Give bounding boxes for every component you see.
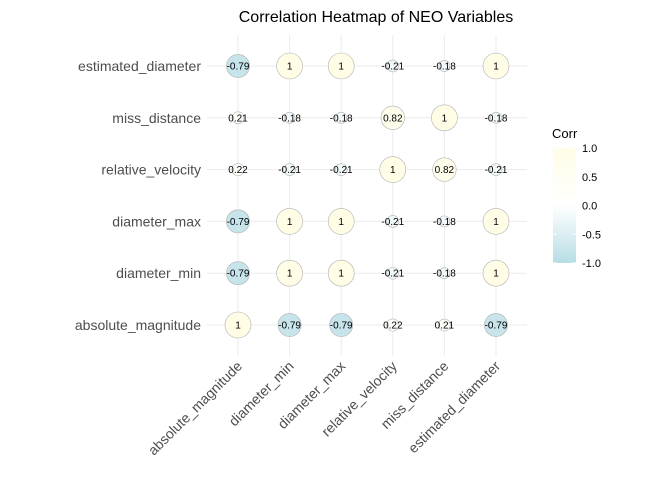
- heatmap-cell-circle: [484, 313, 508, 337]
- heatmap-cell-circle: [432, 157, 457, 182]
- heatmap-cell-circle: [283, 111, 296, 124]
- y-axis-label: absolute_magnitude: [75, 317, 201, 333]
- legend-color-bar: [553, 148, 576, 263]
- heatmap-cell-circle: [276, 259, 303, 287]
- heatmap-cell-value: -0.18: [433, 62, 456, 73]
- heatmap-cell-circle: [277, 313, 302, 337]
- heatmap-cell-value: 0.82: [383, 113, 403, 124]
- legend-ticks: 1.0 0.5 0.0 -0.5 -1.0: [553, 143, 601, 270]
- heatmap-cell-value: -0.18: [330, 113, 353, 124]
- heatmap-cell-circle: [438, 60, 451, 72]
- legend-title: Corr: [552, 126, 578, 141]
- heatmap-cell-circle: [482, 259, 510, 287]
- heatmap-cell-value: 1: [338, 62, 344, 73]
- heatmap-cell-value: 0.82: [435, 165, 455, 176]
- heatmap-cell-value: -0.79: [485, 321, 508, 332]
- heatmap-cell-circle: [226, 209, 250, 234]
- y-axis-label: diameter_max: [112, 213, 201, 229]
- x-axis-label: estimated_diameter: [405, 358, 503, 456]
- heatmap-cell-circle: [334, 163, 348, 176]
- heatmap-cell-circle: [329, 313, 354, 337]
- heatmap-cell-value: -0.18: [485, 113, 508, 124]
- heatmap-cell-circle: [386, 266, 400, 280]
- heatmap-cell-circle: [231, 111, 245, 125]
- heatmap-cell-value: 1: [493, 62, 499, 73]
- heatmap-cell-value: 1: [287, 217, 293, 228]
- y-axis-label: miss_distance: [112, 110, 201, 126]
- heatmap-cell-value: -0.79: [227, 217, 250, 228]
- heatmap-cell-circle: [438, 215, 451, 228]
- heatmap-cell-value: 0.21: [435, 321, 455, 332]
- heatmap-cell-circle: [276, 52, 303, 80]
- legend-tick-label: 1.0: [582, 143, 597, 155]
- y-axis-label: estimated_diameter: [78, 58, 201, 74]
- heatmap-cell-circle: [438, 318, 451, 332]
- heatmap-cell-value: -0.21: [381, 217, 404, 228]
- heatmap-cell-circle: [379, 156, 407, 183]
- heatmap-cell-value: 1: [287, 269, 293, 280]
- heatmap-cell-value: 0.22: [383, 321, 403, 332]
- heatmap-cell-value: -0.21: [330, 165, 353, 176]
- heatmap-cell-circle: [386, 59, 400, 73]
- heatmap-cell-value: 1: [390, 165, 396, 176]
- y-axis-labels: estimated_diameter miss_distance relative_…: [75, 58, 201, 333]
- grid-lines: [207, 34, 527, 357]
- heatmap-cell-circle: [386, 215, 400, 228]
- heatmap-cell-value: 1: [287, 62, 293, 73]
- heatmap-cell-value: -0.21: [485, 165, 508, 176]
- heatmap-cell-value: -0.21: [278, 165, 301, 176]
- heatmap-cell-value: -0.21: [381, 269, 404, 280]
- legend: Corr 1.0 0.5 0.0 -0.5 -1.0: [552, 126, 601, 270]
- heatmap-cell-circle: [327, 208, 355, 235]
- heatmap-cell-value: -0.18: [278, 113, 301, 124]
- heatmap-cell-value: -0.79: [278, 321, 301, 332]
- heatmap-cell-circle: [335, 111, 348, 124]
- heatmap-cell-circle: [482, 52, 510, 80]
- heatmap-cell-circle: [283, 163, 296, 176]
- heatmap-cell-value: 1: [493, 217, 499, 228]
- heatmap-cell-value: -0.79: [227, 269, 250, 280]
- heatmap-cell-circle: [431, 104, 458, 132]
- legend-tick-label: -1.0: [582, 258, 601, 270]
- y-axis-label: relative_velocity: [101, 162, 201, 178]
- heatmap-cell-circle: [327, 52, 355, 80]
- y-axis-label: diameter_min: [116, 265, 201, 281]
- heatmap-cell-value: -0.79: [227, 62, 250, 73]
- heatmap-cell-value: -0.21: [381, 62, 404, 73]
- heatmap-cell-circle: [490, 111, 502, 124]
- heatmap-cell-circle: [276, 208, 303, 235]
- heatmap-cell-circle: [226, 261, 250, 286]
- heatmap-cell-value: -0.79: [330, 321, 353, 332]
- heatmap-cell-circle: [386, 318, 400, 332]
- x-axis-labels: absolute_magnitudediameter_mindiameter_m…: [145, 358, 504, 459]
- heatmap-cell-value: 1: [338, 217, 344, 228]
- heatmap-cell-value: 1: [235, 321, 241, 332]
- heatmap-cell-circle: [482, 208, 510, 235]
- heatmap-cell-circle: [224, 311, 252, 339]
- legend-tick-label: -0.5: [582, 229, 601, 241]
- chart-title: Correlation Heatmap of NEO Variables: [239, 9, 514, 26]
- heatmap-cell-value: 0.22: [228, 165, 248, 176]
- heatmap-cell-circle: [231, 163, 245, 176]
- heatmap-cell-circle: [226, 54, 250, 78]
- heatmap-cell-circle: [489, 163, 503, 176]
- heatmap-cells: -0.79 1 1 -0.21 -0.18 1 0.21 -0.18 -0.18 0.82 1 -0.…: [224, 52, 510, 339]
- heatmap-cell-value: 0.21: [228, 113, 248, 124]
- legend-tick-label: 0.0: [582, 201, 597, 213]
- heatmap-cell-value: 1: [442, 113, 448, 124]
- heatmap-cell-value: 1: [493, 269, 499, 280]
- heatmap-cell-value: -0.18: [433, 269, 456, 280]
- heatmap-cell-value: -0.18: [433, 217, 456, 228]
- heatmap-cell-circle: [380, 105, 405, 130]
- heatmap-cell-value: 1: [338, 269, 344, 280]
- legend-tick-label: 0.5: [582, 172, 597, 184]
- heatmap-cell-circle: [327, 259, 355, 287]
- heatmap-cell-circle: [438, 267, 451, 280]
- x-axis-label: absolute_magnitude: [145, 358, 246, 459]
